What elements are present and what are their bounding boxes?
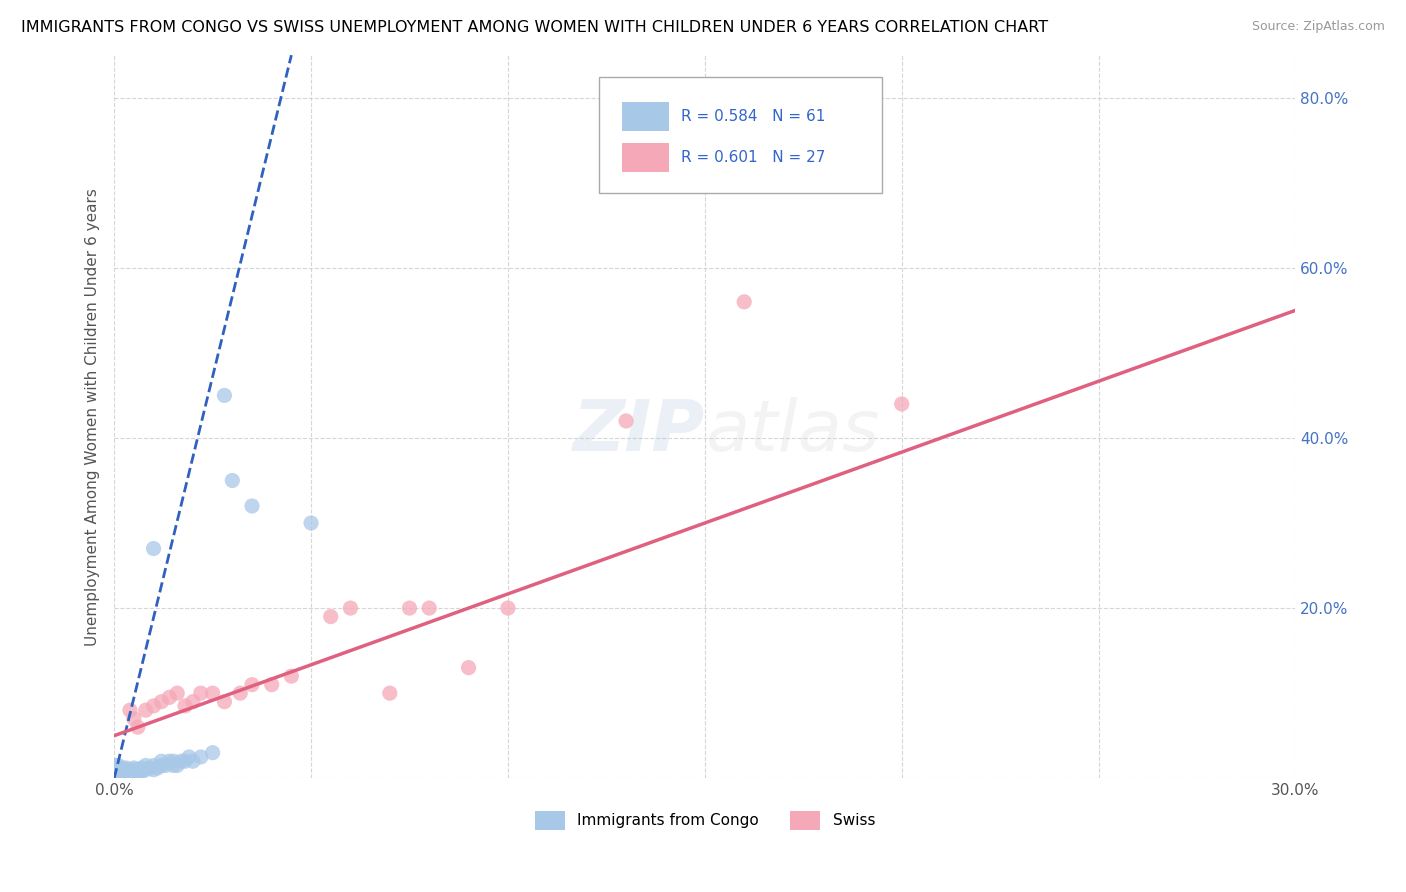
Point (378, 686, 401, 700)
Point (111, 765, 134, 780)
Y-axis label: Unemployment Among Women with Children Under 6 years: Unemployment Among Women with Children U… (86, 187, 100, 646)
Point (260, 678, 283, 692)
Point (229, 686, 252, 700)
Point (142, 763, 165, 777)
Legend: Immigrants from Congo, Swiss: Immigrants from Congo, Swiss (529, 805, 882, 836)
Point (105, 767, 128, 781)
Point (135, 758, 157, 772)
Point (107, 763, 129, 777)
Point (107, 769, 129, 783)
Point (122, 712, 145, 726)
Point (240, 499, 263, 513)
Point (166, 686, 188, 700)
Point (170, 754, 193, 768)
Point (162, 758, 184, 772)
Point (142, 541, 165, 556)
Text: atlas: atlas (704, 397, 879, 466)
Point (155, 758, 177, 772)
Point (157, 690, 180, 705)
Point (127, 763, 149, 777)
Point (111, 769, 134, 783)
Point (115, 761, 138, 775)
Point (122, 765, 145, 780)
Point (108, 769, 131, 783)
Point (135, 703, 157, 717)
Point (614, 414, 637, 428)
Point (162, 754, 184, 768)
Point (181, 695, 204, 709)
Point (105, 764, 128, 779)
Point (105, 767, 128, 781)
Point (339, 601, 361, 615)
Point (221, 474, 243, 488)
Point (122, 767, 145, 781)
Point (142, 698, 165, 713)
FancyBboxPatch shape (621, 144, 669, 172)
Point (107, 767, 129, 781)
Text: R = 0.601   N = 27: R = 0.601 N = 27 (681, 151, 825, 165)
Point (174, 754, 197, 768)
Point (174, 698, 197, 713)
Point (496, 601, 519, 615)
Point (733, 294, 755, 309)
Point (105, 761, 128, 775)
Point (150, 695, 173, 709)
Point (398, 601, 420, 615)
Point (214, 695, 236, 709)
Point (127, 720, 149, 734)
Point (280, 669, 302, 683)
Point (142, 758, 165, 772)
Point (150, 758, 173, 772)
Point (105, 763, 128, 777)
Point (131, 761, 153, 775)
FancyBboxPatch shape (621, 103, 669, 131)
Point (111, 761, 134, 775)
Point (201, 686, 224, 700)
Point (138, 761, 160, 775)
Point (299, 516, 322, 530)
Point (118, 767, 141, 781)
Point (112, 767, 135, 781)
Point (118, 703, 141, 717)
Point (131, 764, 153, 779)
Point (108, 767, 131, 781)
Point (105, 764, 128, 779)
FancyBboxPatch shape (599, 77, 882, 193)
Point (181, 754, 204, 768)
Point (107, 758, 129, 772)
Point (118, 764, 141, 779)
Point (890, 397, 912, 411)
Point (135, 763, 157, 777)
Point (108, 767, 131, 781)
Point (127, 767, 149, 781)
Point (105, 758, 128, 772)
Text: Source: ZipAtlas.com: Source: ZipAtlas.com (1251, 20, 1385, 33)
Point (319, 609, 342, 624)
Point (111, 763, 134, 777)
Point (122, 761, 145, 775)
Point (166, 758, 188, 772)
Text: R = 0.584   N = 61: R = 0.584 N = 61 (681, 109, 825, 124)
Point (201, 746, 224, 760)
Point (115, 767, 138, 781)
Point (115, 764, 138, 779)
Text: IMMIGRANTS FROM CONGO VS SWISS UNEMPLOYMENT AMONG WOMEN WITH CHILDREN UNDER 6 YE: IMMIGRANTS FROM CONGO VS SWISS UNEMPLOYM… (21, 20, 1049, 35)
Point (190, 750, 212, 764)
Point (150, 754, 173, 768)
Point (190, 686, 212, 700)
Point (108, 763, 131, 777)
Point (115, 763, 138, 777)
Point (108, 764, 131, 779)
Point (146, 761, 169, 775)
Text: ZIP: ZIP (572, 397, 704, 466)
Point (418, 601, 440, 615)
Point (214, 388, 236, 402)
Point (107, 764, 129, 779)
Point (240, 678, 263, 692)
Point (177, 750, 200, 764)
Point (122, 763, 145, 777)
Point (457, 660, 479, 674)
Point (157, 754, 180, 768)
Point (111, 767, 134, 781)
